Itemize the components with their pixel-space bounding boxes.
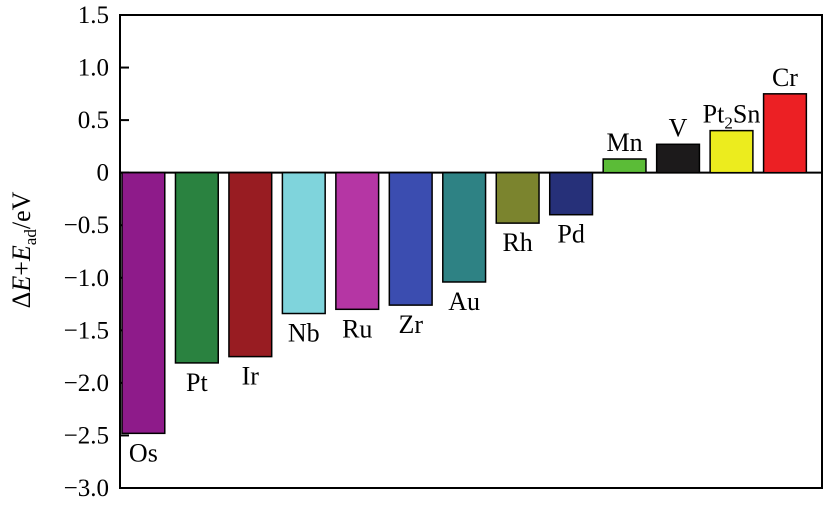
bar-labels: Os Pt Ir Nb Ru Zr Au Rh Pd Mn V Pt2Sn Cr — [129, 63, 798, 468]
bar-v — [655, 143, 701, 174]
bar-label-zr: Zr — [398, 310, 423, 339]
y-tick-label: 0.5 — [78, 107, 109, 134]
bar-nb — [281, 171, 326, 315]
bar-label-nb: Nb — [288, 319, 320, 348]
bar-pd — [548, 171, 594, 216]
bar-label-ru: Ru — [342, 314, 372, 343]
bar-au — [442, 171, 487, 283]
bar-label-pd: Pd — [557, 220, 584, 249]
y-axis-title-e2: E — [7, 245, 36, 262]
bar-ru — [335, 171, 380, 311]
y-axis-title-e1: E — [7, 276, 36, 293]
bar-pt2sn — [709, 129, 754, 174]
y-tick-label: 1.0 — [78, 55, 109, 82]
bar-label-ir: Ir — [242, 362, 260, 391]
y-axis-title: ΔE+Ead/eV — [7, 191, 40, 308]
bar-label-pt: Pt — [186, 368, 208, 397]
bar-label-v: V — [669, 113, 688, 142]
y-axis-title-delta: Δ — [7, 292, 36, 309]
bar-label-mn: Mn — [607, 128, 643, 157]
bar-cr — [762, 93, 808, 174]
y-axis-title-plus: + — [7, 261, 36, 276]
y-tick-label: 1.5 — [78, 2, 109, 29]
y-tick-label: −1.5 — [64, 317, 109, 344]
bar-label-cr: Cr — [772, 63, 798, 92]
bar-label-au: Au — [448, 287, 480, 316]
bar-rh — [495, 171, 540, 224]
bar-mn — [602, 158, 647, 174]
bar-ir — [228, 171, 273, 358]
y-tick-label: −1.0 — [64, 265, 109, 292]
bars — [121, 93, 808, 435]
y-axis-title-text: ΔE+Ead/eV — [7, 191, 40, 308]
bar-os — [121, 171, 166, 435]
y-tick-label: −0.5 — [64, 212, 109, 239]
plot-frame — [119, 14, 823, 489]
bar-label-rh: Rh — [502, 228, 532, 257]
y-axis-title-subscript: ad — [21, 229, 40, 246]
y-tick-label: −3.0 — [64, 475, 109, 502]
y-tick-label: −2.5 — [64, 422, 109, 449]
y-tick-label: −2.0 — [64, 370, 109, 397]
y-tick-label: 0 — [97, 160, 110, 187]
bar-zr — [388, 171, 433, 306]
bar-label-os: Os — [129, 438, 158, 467]
y-axis-title-unit: /eV — [7, 191, 36, 229]
bar-label-pt2sn: Pt2Sn — [703, 100, 761, 133]
bar-pt — [174, 171, 219, 364]
